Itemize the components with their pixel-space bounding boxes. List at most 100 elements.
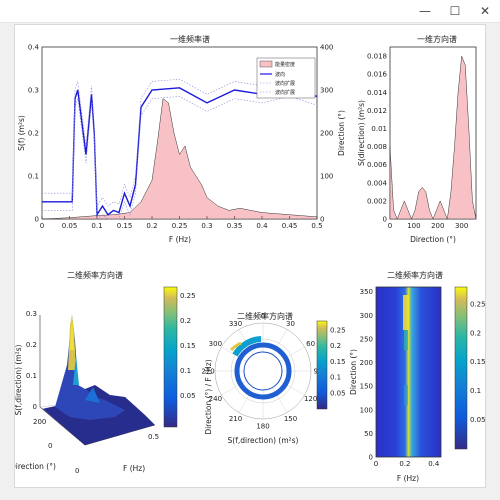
- direction-spectrum-ylabel: S(direction) (m²s): [357, 100, 366, 166]
- freq-xtick-label: 0.25: [172, 222, 188, 230]
- heatmap-colorbar-label: 0.25: [470, 300, 485, 308]
- direction-ytick-label: 0.016: [367, 71, 388, 79]
- legend-swatch-energy: [259, 60, 273, 68]
- polar-angle-label: 0: [261, 313, 265, 321]
- polar-angle-label: 270: [201, 368, 214, 376]
- heatmap-ytick-label: 200: [360, 359, 373, 367]
- polar-angle-label: 180: [256, 423, 269, 431]
- freq-xtick-label: 0.5: [311, 222, 322, 230]
- heatmap-title: 二维频率方向谱: [387, 270, 443, 280]
- polar-angle-label: 210: [229, 415, 242, 423]
- title-bar: — ☐ ✕: [0, 0, 500, 23]
- direction-xtick-label: 100: [407, 222, 420, 230]
- legend-spread-1: 波向扩展: [275, 80, 295, 87]
- close-button[interactable]: ✕: [479, 4, 491, 18]
- freq-spectrum-legend: 能量密度 波向 波向扩展 波向扩展: [256, 57, 316, 99]
- minimize-button[interactable]: —: [419, 4, 431, 18]
- maximize-button[interactable]: ☐: [449, 4, 461, 18]
- surface-secondary-peak: [85, 387, 100, 403]
- polar-colorbar-label: 0.15: [330, 358, 346, 366]
- freq-xtick-label: 0.15: [117, 222, 133, 230]
- heatmap-colorbar-label: 0.1: [470, 387, 481, 395]
- direction-ytick-label: 0: [383, 216, 387, 224]
- surface-ztick-label: 0: [33, 403, 37, 411]
- surface-shoulder: [73, 355, 79, 385]
- direction-ytick-label: 0.01: [371, 125, 387, 133]
- freq-xtick-label: 0.05: [62, 222, 78, 230]
- surface-ylabel: Direction (°): [15, 462, 56, 471]
- direction-xtick-label: 300: [455, 222, 468, 230]
- figure-canvas: 一维频率谱 0 0.05 0.1 0.15 0.2 0.25 0.3 0.35 0.4 0.45 0…: [10, 24, 486, 488]
- polar-ylabel: Direction (°) / F (Hz): [204, 359, 213, 434]
- heatmap-ytick-label: 350: [360, 288, 373, 296]
- heatmap-colorbar: [454, 286, 468, 450]
- polar-xlabel: S(f,direction) (m²s): [228, 436, 299, 445]
- heatmap-colorbar-label: 0.2: [470, 329, 481, 337]
- polar-angle-label: 240: [209, 395, 222, 403]
- polar-colorbar: [316, 320, 328, 410]
- heatmap-peak-band: [403, 295, 409, 330]
- legend-direction: 波向: [275, 71, 285, 78]
- heatmap-xlabel: F (Hz): [397, 474, 419, 483]
- direction-ytick-label: 0.012: [367, 107, 387, 115]
- polar-angle-label: 150: [284, 415, 297, 423]
- freq-ytick-right: 200: [320, 130, 333, 138]
- direction-ytick-label: 0.006: [367, 161, 388, 169]
- status-bar: [0, 488, 500, 500]
- polar-peak-arc: [229, 341, 242, 352]
- freq-ytick-right: 0: [320, 216, 324, 224]
- freq-spectrum-title: 一维频率谱: [170, 34, 210, 44]
- surface-ztick-label: 0.3: [26, 310, 37, 318]
- surface-ztick-label: 0.1: [26, 372, 37, 380]
- direction-xtick-label: 0: [388, 222, 392, 230]
- freq-spectrum-ylabel-left: S(f) (m²s): [17, 115, 26, 151]
- freq-ytick-right: 100: [320, 173, 333, 181]
- surface-xlabel: F (Hz): [123, 464, 145, 473]
- freq-xtick-label: 0.1: [91, 222, 102, 230]
- surface-colorbar: [163, 286, 178, 428]
- heatmap-ytick-label: 250: [360, 335, 373, 343]
- heatmap-ytick-label: 300: [360, 312, 373, 320]
- surface-colorbar-label: 0.1: [180, 367, 191, 375]
- freq-spectrum-xlabel: F (Hz): [169, 235, 191, 244]
- polar-colorbar-label: 0.25: [330, 326, 346, 334]
- freq-ytick-right: 300: [320, 87, 333, 95]
- heatmap-colorbar-label: 0.15: [470, 358, 485, 366]
- surface-colorbar-label: 0.2: [180, 317, 191, 325]
- polar-colorbar-label: 0.2: [330, 342, 341, 350]
- polar-angle-label: 120: [304, 395, 317, 403]
- energy-density-area: [41, 98, 318, 220]
- direction-ytick-label: 0.002: [367, 197, 387, 205]
- polar-energy-ring: [234, 342, 292, 400]
- surface-zlabel: S(f,direction) (m²s): [15, 344, 23, 415]
- surface-colorbar-label: 0.05: [180, 392, 196, 400]
- direction-ytick-label: 0.004: [367, 179, 388, 187]
- freq-spectrum-ylabel-right: Direction (°): [337, 110, 346, 156]
- heatmap-secondary-band: [404, 330, 408, 350]
- freq-xtick-label: 0.35: [227, 222, 243, 230]
- surface-ytick-200: 200: [33, 418, 46, 426]
- heatmap-ytick-label: 50: [364, 430, 373, 438]
- freq-ytick-left: 0.4: [28, 44, 40, 52]
- freq-ytick-right: 400: [320, 44, 333, 52]
- polar-angle-label: 300: [209, 340, 222, 348]
- freq-xtick-label: 0.3: [201, 222, 212, 230]
- direction-ytick-label: 0.014: [367, 89, 388, 97]
- surface-xtick-05: 0.5: [148, 433, 159, 441]
- surface-ytick-0: 0: [48, 442, 52, 450]
- surface-colorbar-label: 0.15: [180, 342, 196, 350]
- direction-ytick-label: 0.008: [367, 143, 387, 151]
- surface-3d-plot: 二维频率方向谱 0 0.1 0.2 0.3 0 200 0 0.5 S(f,direc…: [10, 270, 196, 475]
- surface-title: 二维频率方向谱: [67, 270, 123, 280]
- polar-angle-label: 30: [286, 320, 295, 328]
- polar-angle-label: 330: [229, 320, 242, 328]
- freq-xtick-label: 0: [40, 222, 44, 230]
- polar-energy-arc: [232, 336, 262, 357]
- freq-ytick-left: 0.1: [28, 173, 39, 181]
- direction-spectrum-xlabel: Direction (°): [410, 235, 456, 244]
- direction-spectrum-area: [389, 55, 477, 220]
- heatmap-xtick-label: 0.2: [399, 460, 410, 468]
- freq-spectrum-plot: 一维频率谱 0 0.05 0.1 0.15 0.2 0.25 0.3 0.35 0.4 0.45 0…: [17, 34, 346, 244]
- surface-ztick-label: 0.2: [26, 341, 37, 349]
- surface-colorbar-label: 0.25: [180, 292, 196, 300]
